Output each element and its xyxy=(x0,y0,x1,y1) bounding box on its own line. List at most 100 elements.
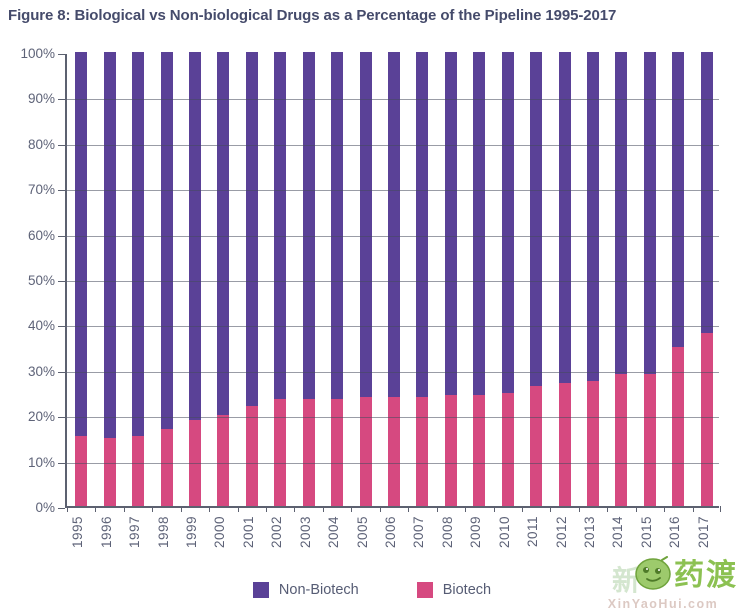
x-tick-label-2005: 2005 xyxy=(354,516,370,549)
x-tick-16 xyxy=(521,506,523,512)
biotech-segment-2006 xyxy=(388,397,400,506)
legend-item-biotech: Biotech xyxy=(416,582,491,598)
x-tick-13 xyxy=(436,506,438,512)
watermark-domain-text: XinYaoHui.com xyxy=(607,597,719,611)
x-tick-label-2013: 2013 xyxy=(582,516,598,549)
x-tick-label-2015: 2015 xyxy=(638,516,654,549)
non-biotech-segment-2001 xyxy=(245,52,258,407)
watermark-prefix-text: 新 xyxy=(612,565,641,596)
non-biotech-segment-2014 xyxy=(615,52,628,375)
gridline-40 xyxy=(67,326,719,328)
y-axis-labels: 0% 10% 20% 30% 40% 50% 60% 70% 80% 90% 100% xyxy=(0,46,55,515)
gridline-50 xyxy=(67,281,719,282)
y-tick-40 xyxy=(58,326,65,328)
x-tick-label-2011: 2011 xyxy=(525,516,541,548)
x-tick-label-2002: 2002 xyxy=(269,516,285,549)
gridline-90 xyxy=(67,99,719,101)
biotech-segment-2012 xyxy=(558,383,571,506)
y-tick-label-90: 90% xyxy=(27,91,55,107)
biotech-segment-2003 xyxy=(302,399,315,506)
x-tick-label-1999: 1999 xyxy=(183,516,199,549)
biotech-segment-2008 xyxy=(444,394,457,506)
y-tick-70 xyxy=(58,190,65,192)
y-tick-label-70: 70% xyxy=(27,182,55,198)
x-tick-14 xyxy=(465,506,467,512)
mascot-icon xyxy=(634,555,672,597)
x-tick-label-1997: 1997 xyxy=(127,516,143,549)
gridline-30 xyxy=(67,371,719,373)
gridline-80 xyxy=(67,144,719,146)
x-tick-0 xyxy=(67,506,68,512)
x-tick-label-2010: 2010 xyxy=(496,516,512,549)
y-tick-90 xyxy=(58,99,65,101)
non-biotech-segment-2017 xyxy=(700,52,713,334)
non-biotech-segment-2012 xyxy=(558,52,571,384)
x-tick-label-2014: 2014 xyxy=(610,516,626,549)
gridline-10 xyxy=(67,462,719,464)
non-biotech-segment-2002 xyxy=(274,52,287,400)
x-tick-18 xyxy=(578,506,580,512)
x-tick-label-2004: 2004 xyxy=(326,516,342,549)
non-biotech-segment-2015 xyxy=(643,52,656,375)
biotech-segment-2005 xyxy=(359,397,372,506)
y-tick-50 xyxy=(58,281,65,282)
biotech-segment-2017 xyxy=(700,333,713,506)
y-tick-0 xyxy=(58,508,65,509)
x-tick-7 xyxy=(266,506,268,512)
x-tick-22 xyxy=(692,506,694,512)
biotech-segment-2009 xyxy=(473,394,486,506)
plot-area xyxy=(58,52,721,512)
y-tick-label-30: 30% xyxy=(27,363,55,379)
biotech-segment-2015 xyxy=(643,374,656,506)
x-tick-label-1998: 1998 xyxy=(155,516,171,549)
non-biotech-segment-2007 xyxy=(416,52,429,398)
non-biotech-segment-2010 xyxy=(501,52,514,393)
x-tick-15 xyxy=(493,506,495,512)
x-tick-1 xyxy=(95,506,97,512)
x-tick-label-2006: 2006 xyxy=(383,516,398,549)
non-biotech-segment-2016 xyxy=(672,52,685,348)
chart-legend: Non-Biotech Biotech xyxy=(0,582,744,598)
biotech-segment-2014 xyxy=(615,374,628,506)
x-tick-4 xyxy=(180,506,182,512)
biotech-segment-2004 xyxy=(331,399,344,506)
y-tick-label-10: 10% xyxy=(27,454,55,470)
biotech-segment-2016 xyxy=(672,347,685,506)
biotech-segment-2000 xyxy=(217,415,230,506)
x-tick-label-2008: 2008 xyxy=(439,516,455,549)
biotech-segment-2007 xyxy=(416,397,429,506)
gridline-70 xyxy=(67,190,719,192)
x-tick-label-2001: 2001 xyxy=(240,516,256,549)
x-tick-label-2009: 2009 xyxy=(468,516,484,549)
non-biotech-segment-2008 xyxy=(444,52,457,395)
non-biotech-segment-2000 xyxy=(217,52,230,416)
x-tick-6 xyxy=(237,506,239,512)
x-tick-9 xyxy=(322,506,324,512)
non-biotech-segment-1996 xyxy=(103,52,116,438)
gridline-20 xyxy=(67,417,719,419)
non-biotech-segment-1997 xyxy=(132,52,145,436)
non-biotech-segment-2009 xyxy=(473,52,486,395)
biotech-segment-1995 xyxy=(75,435,88,506)
non-biotech-segment-1995 xyxy=(75,52,88,436)
watermark: 新 药渡 XinYaoHui.com xyxy=(584,553,742,613)
biotech-swatch xyxy=(416,582,433,598)
x-tick-11 xyxy=(379,506,381,512)
biotech-segment-1996 xyxy=(103,437,116,506)
x-tick-3 xyxy=(152,506,154,512)
non-biotech-segment-1998 xyxy=(160,52,173,429)
y-tick-label-60: 60% xyxy=(27,227,55,243)
biotech-segment-1998 xyxy=(160,428,173,506)
y-tick-100 xyxy=(58,54,65,55)
x-tick-5 xyxy=(209,506,211,512)
non-biotech-segment-2013 xyxy=(587,52,600,382)
watermark-logo-row: 新 药渡 xyxy=(584,553,742,599)
x-tick-12 xyxy=(408,506,410,512)
non-biotech-segment-2004 xyxy=(331,52,344,400)
non-biotech-segment-2011 xyxy=(530,52,543,386)
y-tick-30 xyxy=(58,371,65,373)
legend-item-non-biotech: Non-Biotech xyxy=(252,582,359,598)
x-tick-8 xyxy=(294,506,296,512)
y-tick-60 xyxy=(58,235,65,237)
